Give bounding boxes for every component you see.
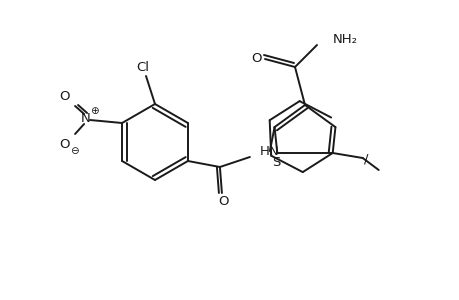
Text: ⊖: ⊖ xyxy=(70,146,78,156)
Text: Cl: Cl xyxy=(136,61,149,74)
Text: NH₂: NH₂ xyxy=(332,32,357,46)
Text: O: O xyxy=(251,52,262,64)
Text: N: N xyxy=(81,112,91,124)
Text: O: O xyxy=(218,194,229,208)
Text: O: O xyxy=(59,137,69,151)
Text: HN: HN xyxy=(259,145,279,158)
Text: /: / xyxy=(363,152,367,166)
Text: ⊕: ⊕ xyxy=(90,106,98,116)
Text: S: S xyxy=(272,155,280,169)
Text: O: O xyxy=(59,89,69,103)
